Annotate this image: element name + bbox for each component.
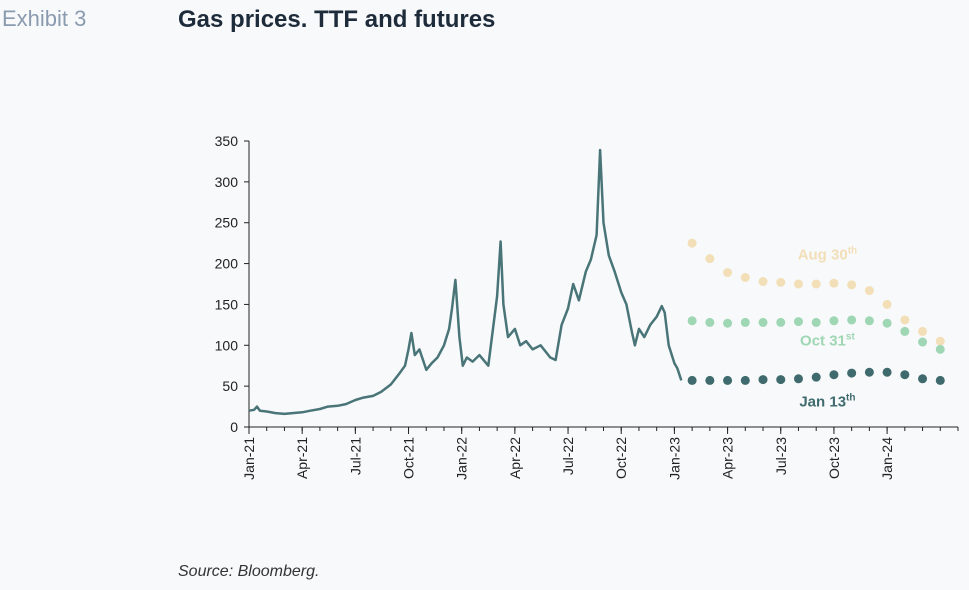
y-tick-label: 200 <box>215 256 239 272</box>
futures-point <box>935 344 945 354</box>
futures-point <box>705 375 715 385</box>
x-tick-label: Jan-22 <box>454 437 470 480</box>
x-tick-label: Jan-23 <box>666 437 682 480</box>
futures-point <box>882 367 892 377</box>
futures-point <box>918 337 928 347</box>
y-tick-label: 250 <box>215 215 239 231</box>
x-tick-label: Apr-21 <box>294 437 310 479</box>
futures-point <box>918 326 928 336</box>
futures-point <box>811 317 821 327</box>
futures-point <box>935 336 945 346</box>
futures-point <box>723 375 733 385</box>
futures-series-3 <box>687 367 945 385</box>
source-note: Source: Bloomberg. <box>178 563 320 580</box>
exhibit-label: Exhibit 3 <box>2 6 87 31</box>
futures-point <box>793 374 803 384</box>
series-label: Oct 31st <box>800 331 855 349</box>
futures-point <box>776 375 786 385</box>
futures-point <box>776 277 786 287</box>
futures-point <box>793 317 803 327</box>
series-label-superscript: th <box>846 393 855 404</box>
series-label: Jan 13th <box>799 393 855 411</box>
futures-series-2 <box>687 315 945 354</box>
futures-point <box>829 278 839 288</box>
x-tick-label: Apr-22 <box>507 437 523 479</box>
futures-point <box>705 317 715 327</box>
futures-point <box>740 317 750 327</box>
series-layer <box>248 148 945 416</box>
x-tick-label: Jul-21 <box>347 437 363 475</box>
futures-point <box>776 317 786 327</box>
futures-point <box>847 368 857 378</box>
y-tick-label: 350 <box>215 133 239 149</box>
x-tick-label: Jul-22 <box>560 437 576 475</box>
futures-point <box>847 280 857 290</box>
futures-point <box>882 318 892 328</box>
futures-point <box>900 326 910 336</box>
futures-point <box>811 372 821 382</box>
series-label-superscript: st <box>846 331 856 342</box>
y-tick-label: 0 <box>230 419 238 435</box>
futures-point <box>740 375 750 385</box>
x-tick-label: Jul-23 <box>773 437 789 475</box>
futures-point <box>847 315 857 325</box>
futures-point <box>882 299 892 309</box>
futures-point <box>900 370 910 380</box>
futures-series-1 <box>687 238 945 346</box>
series-label: Aug 30th <box>798 245 857 263</box>
y-tick-label: 100 <box>215 337 239 353</box>
x-tick-label: Oct-23 <box>826 437 842 479</box>
futures-point <box>687 316 697 326</box>
futures-point <box>687 375 697 385</box>
y-tick-label: 150 <box>215 296 239 312</box>
x-tick-label: Oct-22 <box>613 437 629 479</box>
futures-point <box>864 316 874 326</box>
futures-point <box>758 277 768 287</box>
futures-point <box>900 315 910 325</box>
futures-point <box>740 272 750 282</box>
futures-point <box>723 318 733 328</box>
futures-point <box>829 370 839 380</box>
futures-point <box>864 367 874 377</box>
futures-point <box>705 254 715 264</box>
series-labels: Aug 30th Oct 31st Jan 13th <box>798 245 857 410</box>
x-tick-label: Jan-24 <box>879 437 895 480</box>
series-label-superscript: th <box>848 245 857 256</box>
axes: 0 50 100 150 200 250 300 350 Jan-21 Apr-21 Jul-21 O… <box>215 133 959 480</box>
futures-point <box>758 375 768 385</box>
x-tick-label: Apr-23 <box>720 437 736 479</box>
futures-point <box>793 279 803 289</box>
chart-title: Gas prices. TTF and futures <box>178 6 496 33</box>
futures-point <box>864 286 874 296</box>
futures-point <box>687 238 697 248</box>
futures-point <box>758 317 768 327</box>
ttf-price-line <box>248 148 683 416</box>
futures-point <box>723 268 733 278</box>
y-tick-label: 50 <box>222 378 238 394</box>
x-tick-label: Oct-21 <box>401 437 417 479</box>
x-tick-label: Jan-21 <box>241 437 257 480</box>
futures-point <box>918 374 928 384</box>
futures-point <box>829 316 839 326</box>
y-tick-label: 300 <box>215 174 239 190</box>
futures-point <box>811 279 821 289</box>
futures-point <box>935 375 945 385</box>
